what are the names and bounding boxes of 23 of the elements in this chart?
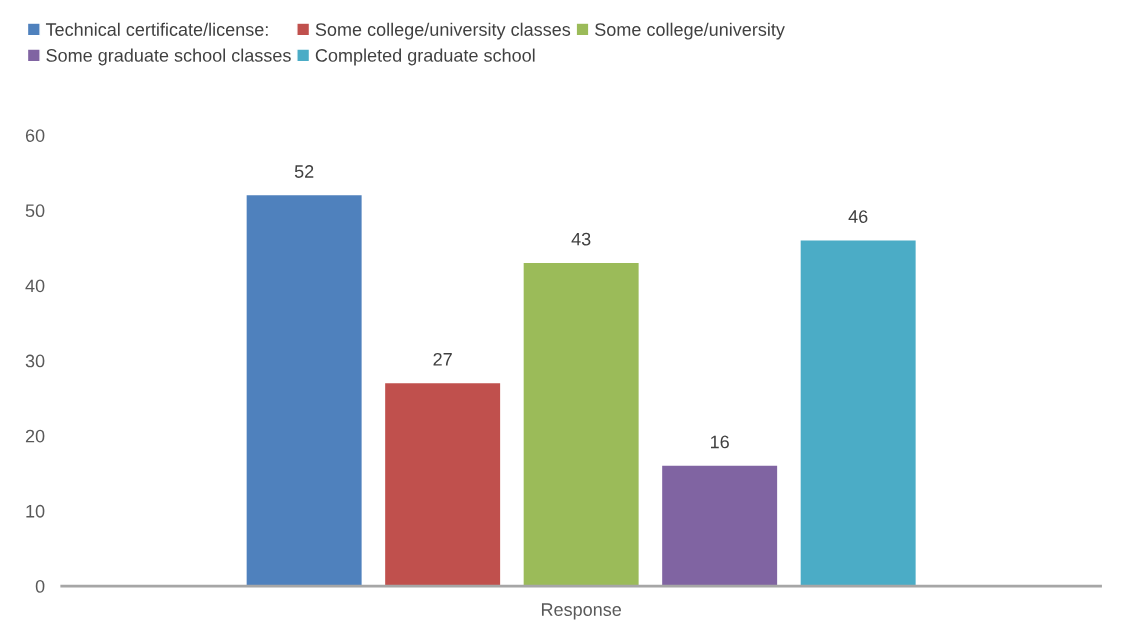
y-tick-label: 40 (25, 279, 45, 293)
y-tick-label: 30 (25, 354, 45, 368)
bar (662, 465, 778, 587)
data-label: 27 (433, 352, 452, 366)
bar (800, 240, 916, 587)
y-tick-label: 10 (26, 504, 45, 518)
x-tick-label: Response (541, 603, 621, 620)
bar (523, 262, 639, 587)
legend-label: Completed graduate school (315, 48, 535, 66)
data-label: 46 (848, 210, 868, 223)
data-label: 43 (571, 232, 591, 246)
y-tick-label: 0 (35, 579, 45, 593)
legend-label: Technical certificate/license: (45, 22, 268, 36)
y-tick-label: 60 (25, 129, 45, 142)
bar (385, 383, 501, 587)
data-label: 16 (710, 435, 729, 449)
y-tick-label: 50 (25, 204, 45, 218)
legend-label: Some graduate school classes (46, 48, 291, 66)
y-tick-label: 20 (25, 429, 45, 443)
legend-label: Some college/university (595, 22, 785, 40)
bar (246, 195, 362, 587)
legend-label: Some college/university classes (315, 22, 571, 40)
data-label: 52 (294, 165, 314, 178)
